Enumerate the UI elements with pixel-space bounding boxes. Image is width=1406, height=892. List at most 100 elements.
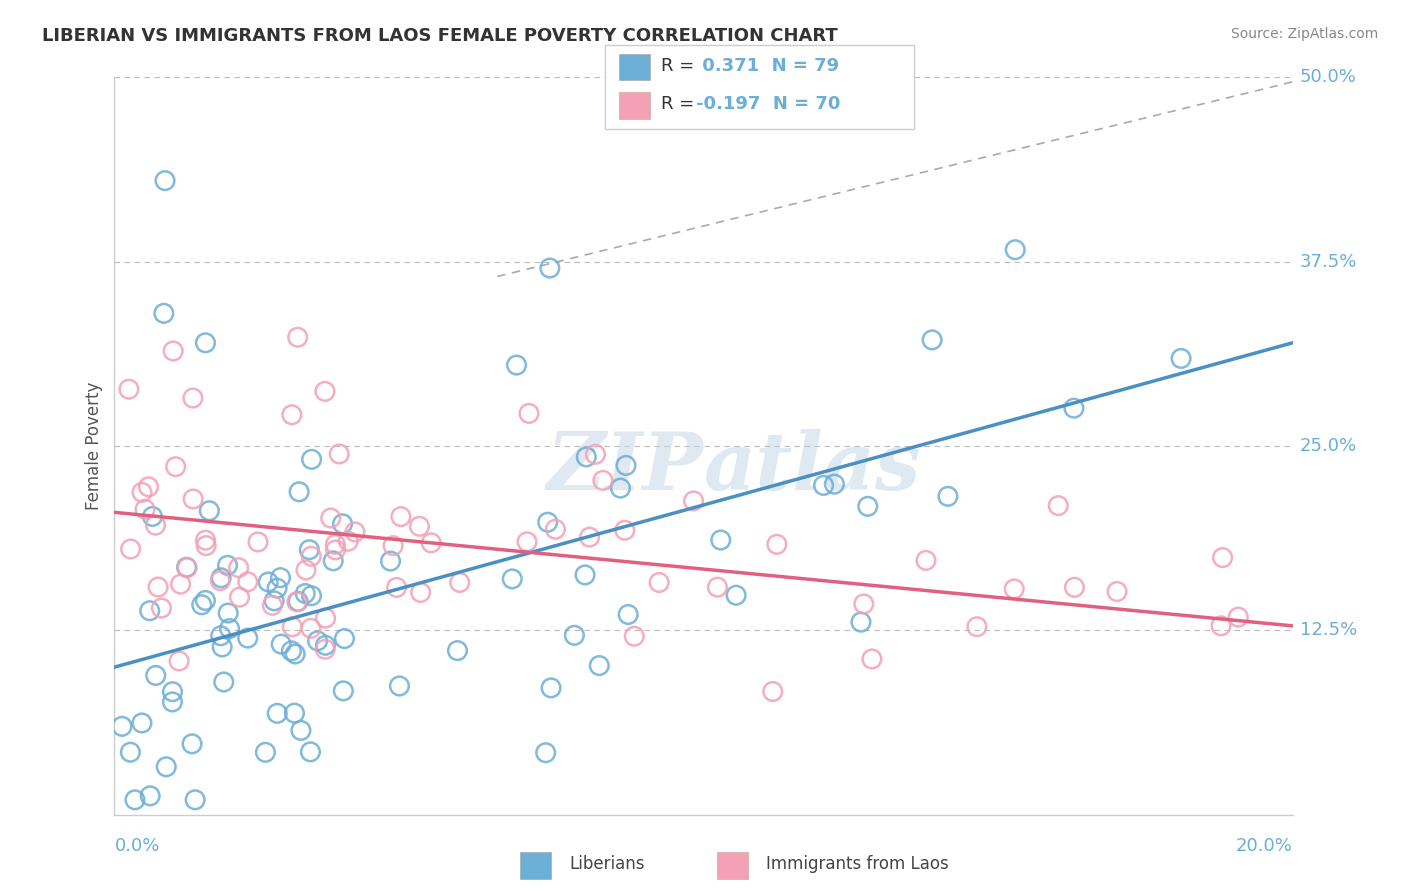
Point: [856, 500, 879, 514]
Point: [314, 384, 336, 399]
Point: [325, 542, 347, 557]
Text: ZIP: ZIP: [547, 429, 703, 507]
Point: [1209, 619, 1232, 633]
Point: [155, 760, 177, 774]
Point: [380, 554, 402, 568]
Point: [139, 789, 162, 803]
Point: [449, 575, 471, 590]
Point: [564, 628, 586, 642]
Point: [1227, 610, 1250, 624]
Point: [257, 574, 280, 589]
Point: [501, 572, 523, 586]
Point: [583, 447, 606, 461]
Point: [111, 719, 134, 733]
Point: [332, 516, 354, 531]
Point: [145, 518, 167, 533]
Text: 12.5%: 12.5%: [1299, 622, 1357, 640]
Point: [150, 601, 173, 615]
Point: [382, 539, 405, 553]
Point: [263, 594, 285, 608]
Point: [544, 522, 567, 536]
Point: [1170, 351, 1192, 366]
Text: atlas: atlas: [703, 429, 921, 507]
Point: [181, 391, 204, 405]
Point: [209, 629, 232, 643]
Point: [706, 580, 728, 594]
Point: [134, 502, 156, 516]
Point: [762, 684, 785, 698]
Point: [592, 474, 614, 488]
Point: [262, 599, 284, 613]
Point: [145, 668, 167, 682]
Point: [153, 174, 176, 188]
Point: [301, 452, 323, 467]
Point: [176, 560, 198, 574]
Point: [138, 604, 160, 618]
Point: [623, 629, 645, 643]
Text: LIBERIAN VS IMMIGRANTS FROM LAOS FEMALE POVERTY CORRELATION CHART: LIBERIAN VS IMMIGRANTS FROM LAOS FEMALE …: [42, 27, 838, 45]
Point: [266, 581, 288, 595]
Point: [288, 484, 311, 499]
Point: [315, 638, 337, 652]
Point: [211, 640, 233, 654]
Point: [408, 519, 430, 533]
Point: [921, 333, 943, 347]
Text: 0.0%: 0.0%: [114, 837, 160, 855]
Point: [283, 706, 305, 720]
Point: [131, 485, 153, 500]
Point: [218, 622, 240, 636]
Point: [118, 382, 141, 396]
Point: [280, 644, 302, 658]
Text: 0.371  N = 79: 0.371 N = 79: [696, 57, 839, 75]
Point: [266, 706, 288, 721]
Point: [287, 330, 309, 344]
Point: [534, 746, 557, 760]
Point: [181, 737, 204, 751]
Point: [710, 533, 733, 547]
Point: [301, 589, 323, 603]
Point: [1212, 550, 1234, 565]
Point: [236, 631, 259, 645]
Point: [176, 560, 198, 574]
Point: [281, 620, 304, 634]
Point: [247, 535, 270, 549]
Point: [169, 577, 191, 591]
Point: [209, 571, 232, 585]
Point: [290, 723, 312, 738]
Point: [190, 598, 212, 612]
Point: [120, 745, 142, 759]
Point: [153, 306, 176, 320]
Point: [388, 679, 411, 693]
Point: [295, 563, 318, 577]
Point: [165, 459, 187, 474]
Text: 50.0%: 50.0%: [1299, 69, 1357, 87]
Point: [287, 594, 309, 608]
Point: [1105, 584, 1128, 599]
Point: [325, 537, 347, 551]
Point: [682, 494, 704, 508]
Point: [343, 524, 366, 539]
Point: [195, 539, 218, 553]
Point: [281, 408, 304, 422]
Point: [823, 477, 845, 491]
Point: [319, 511, 342, 525]
Point: [1002, 582, 1025, 596]
Point: [409, 585, 432, 599]
Point: [333, 632, 356, 646]
Point: [131, 716, 153, 731]
Point: [162, 695, 184, 709]
Point: [141, 509, 163, 524]
Point: [194, 533, 217, 548]
Point: [236, 574, 259, 589]
Point: [617, 607, 640, 622]
Point: [294, 586, 316, 600]
Point: [162, 343, 184, 358]
Point: [936, 489, 959, 503]
Point: [120, 541, 142, 556]
Point: [299, 549, 322, 564]
Point: [1063, 580, 1085, 594]
Point: [849, 615, 872, 629]
Point: [540, 681, 562, 695]
Point: [725, 588, 748, 602]
Point: [314, 642, 336, 657]
